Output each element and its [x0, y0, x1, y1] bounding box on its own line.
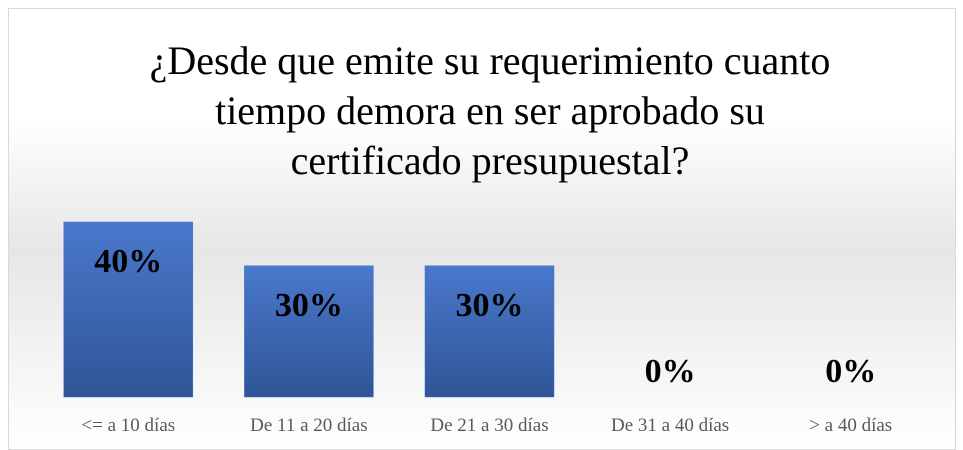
x-tick-label: > a 40 días: [809, 415, 892, 436]
data-label: 30%: [275, 287, 343, 324]
chart-title: ¿Desde que emite su requerimiento cuanto…: [149, 38, 831, 183]
bar: [244, 265, 374, 398]
bar: [63, 221, 194, 398]
bar: [424, 265, 555, 398]
x-tick-label: De 21 a 30 días: [430, 415, 548, 436]
x-tick-label: <= a 10 días: [81, 415, 175, 436]
x-tick-label: De 31 a 40 días: [611, 415, 729, 436]
data-label: 30%: [456, 287, 524, 324]
chart: 40% <= a 10 días 30% De 11 a 20 días 30% De 2…: [63, 221, 892, 436]
data-label: 0%: [645, 353, 696, 390]
data-label: 0%: [825, 353, 876, 390]
x-tick-label: De 11 a 20 días: [250, 415, 368, 436]
page: ¿Desde que emite su requerimiento cuanto…: [8, 8, 956, 450]
data-label: 40%: [94, 243, 162, 280]
